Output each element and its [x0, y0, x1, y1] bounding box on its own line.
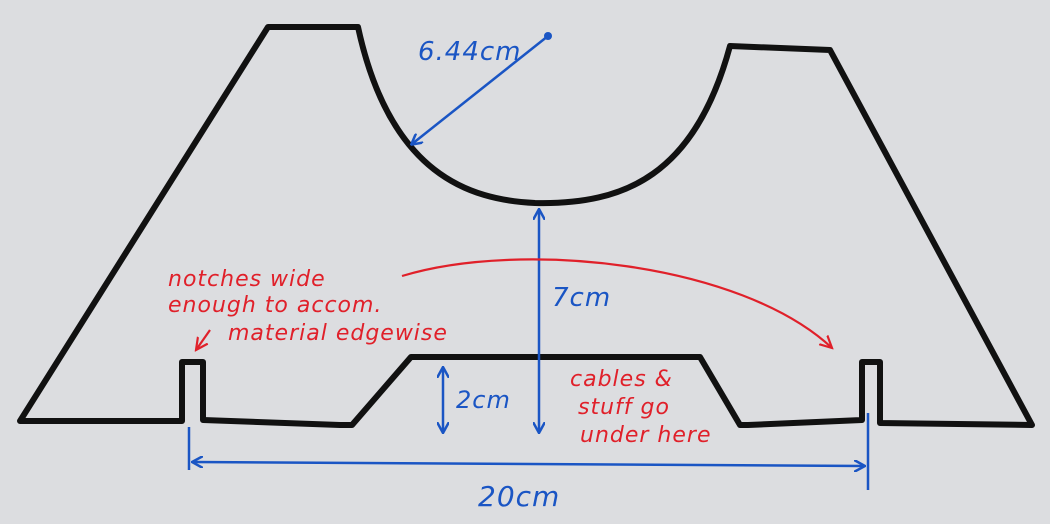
notch-curve-arrow [401, 258, 832, 348]
width-label: 20cm [478, 480, 560, 513]
stand-outline [17, 24, 1035, 428]
radius-label: 6.44cm [418, 37, 522, 67]
cable-note-line2: stuff go [578, 395, 670, 420]
width-arrow [193, 462, 864, 466]
cable-note-line3: under here [580, 423, 711, 448]
height-notch-label: 2cm [456, 386, 511, 414]
radius-center-dot [544, 32, 552, 40]
notch-note-arrow [196, 329, 211, 350]
notch-note-line3: material edgewise [228, 321, 448, 346]
height-total-label: 7cm [552, 283, 611, 313]
notch-note-line1: notches wide [168, 267, 326, 292]
notch-note-line2: enough to accom. [168, 293, 382, 318]
cable-note-line1: cables & [570, 367, 673, 392]
radius-arrow [412, 35, 549, 144]
